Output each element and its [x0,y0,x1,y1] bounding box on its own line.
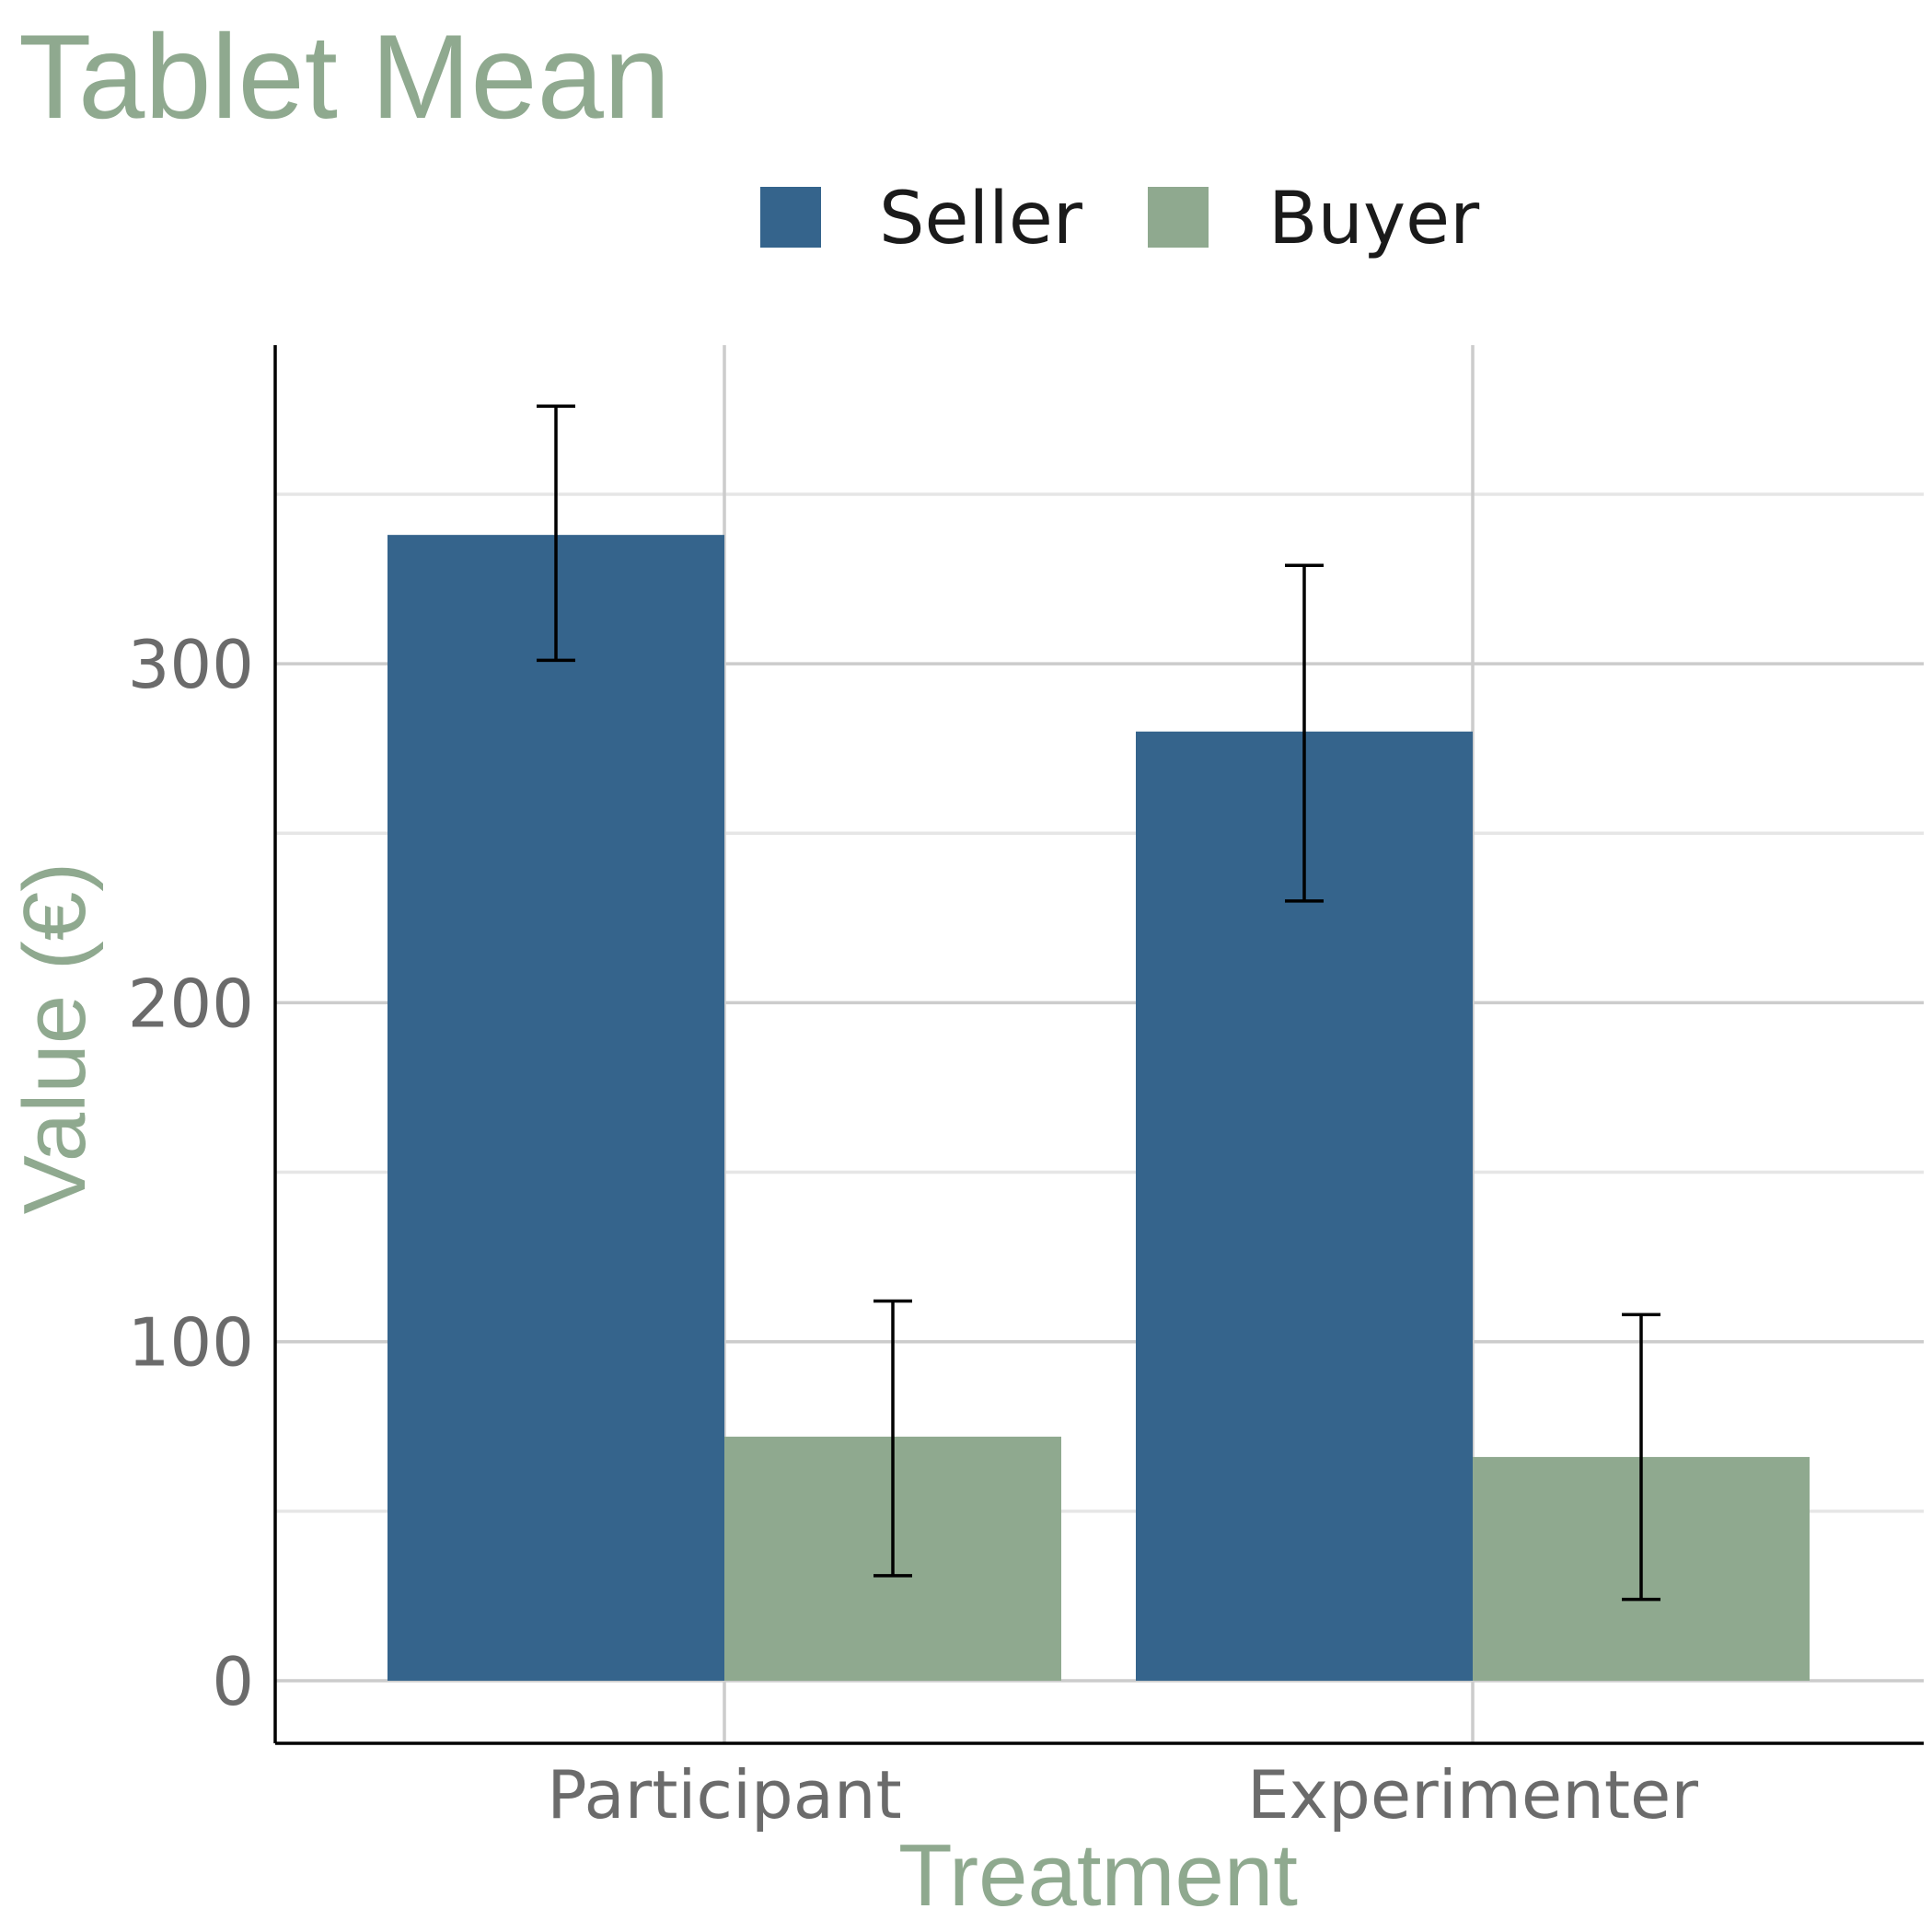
y-tick-label: 200 [128,965,254,1042]
legend-label-buyer: Buyer [1268,178,1480,260]
legend-swatch-seller [760,187,821,248]
y-tick-label: 0 [212,1643,254,1720]
legend-label-seller: Seller [879,178,1083,260]
axes [273,345,1924,1745]
bars [388,535,1810,1681]
error-bar-buyer-experimenter [1622,1313,1660,1602]
error-bars [537,404,1660,1602]
y-axis-title: Value (€) [6,862,104,1214]
error-bar-buyer-participant [873,1299,912,1578]
bar-seller-participant [388,535,724,1681]
y-tick-label: 300 [128,626,254,703]
legend: Seller Buyer [760,178,1480,260]
x-axis-title: Treatment [898,1826,1298,1925]
error-bar-seller-participant [537,404,575,663]
legend-swatch-buyer [1148,187,1209,248]
y-tick-label: 100 [128,1304,254,1382]
error-bar-seller-experimenter [1285,563,1324,903]
x-tick-label: Experimenter [1247,1756,1698,1834]
x-tick-label: Participant [547,1756,901,1834]
tick-labels: 0 100 200 300 Participant Experimenter [128,626,1699,1834]
chart-title: Tablet Mean [18,9,670,144]
